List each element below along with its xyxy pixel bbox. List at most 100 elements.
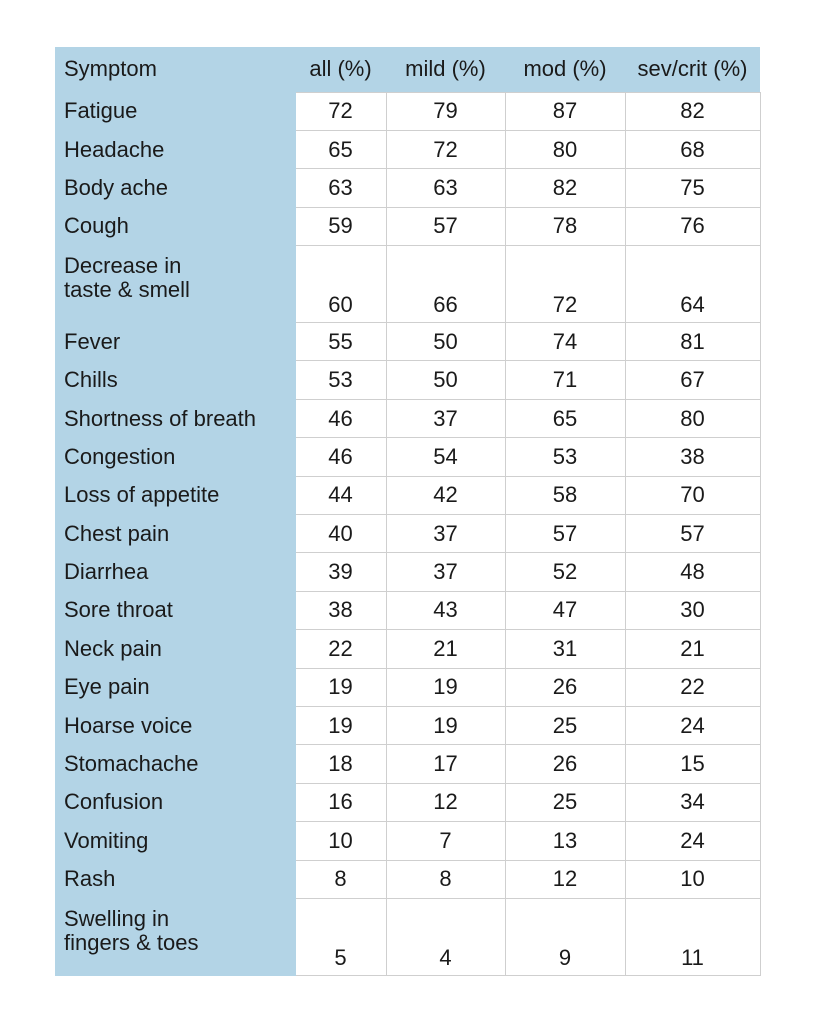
symptom-label: Confusion	[55, 783, 296, 823]
table-cell: 48	[625, 552, 761, 592]
table-cell: 18	[295, 744, 387, 784]
table-cell: 72	[295, 91, 387, 131]
table-cell: 22	[295, 629, 387, 669]
table-row: Stomachache 18 17 26 15	[55, 744, 761, 784]
table-cell: 42	[386, 476, 506, 516]
table-cell: 74	[505, 322, 626, 362]
symptom-label: Shortness of breath	[55, 399, 296, 439]
symptom-label: Eye pain	[55, 668, 296, 707]
table-row: Chest pain 40 37 57 57	[55, 514, 761, 554]
table-cell: 16	[295, 783, 387, 823]
table-cell: 53	[295, 360, 387, 400]
column-header: Symptom	[55, 47, 295, 92]
table-cell: 12	[386, 783, 506, 823]
table-row: Shortness of breath 46 37 65 80	[55, 399, 761, 439]
table-row: Swelling in fingers & toes 5 4 9 11	[55, 898, 761, 976]
table-cell: 79	[386, 91, 506, 131]
symptom-label: Neck pain	[55, 629, 296, 669]
symptom-label: Rash	[55, 860, 296, 899]
table-row: Sore throat 38 43 47 30	[55, 591, 761, 631]
table-cell: 80	[505, 130, 626, 170]
table-row: Rash 8 8 12 10	[55, 860, 761, 899]
table-cell: 17	[386, 744, 506, 784]
symptom-label: Swelling in fingers & toes	[55, 898, 296, 976]
table-cell: 30	[625, 591, 761, 631]
table-cell: 38	[295, 591, 387, 631]
table-cell: 59	[295, 207, 387, 247]
table-cell: 15	[625, 744, 761, 784]
table-row: Congestion 46 54 53 38	[55, 437, 761, 477]
table-cell: 72	[505, 245, 626, 324]
symptom-label: Chest pain	[55, 514, 296, 554]
table-cell: 10	[295, 821, 387, 861]
table-cell: 11	[625, 898, 761, 976]
symptom-label: Stomachache	[55, 744, 296, 784]
symptom-label: Headache	[55, 130, 296, 170]
table-cell: 34	[625, 783, 761, 823]
symptom-label: Sore throat	[55, 591, 296, 631]
column-header: sev/crit (%)	[625, 47, 760, 92]
table-cell: 37	[386, 514, 506, 554]
table-cell: 12	[505, 860, 626, 899]
table-row: Loss of appetite 44 42 58 70	[55, 476, 761, 516]
table-cell: 37	[386, 399, 506, 439]
table-cell: 44	[295, 476, 387, 516]
table-cell: 50	[386, 322, 506, 362]
table-cell: 8	[295, 860, 387, 899]
table-body: Fatigue 72 79 87 82 Headache 65 72 80 68 Body ache…	[55, 91, 761, 976]
column-header: mod (%)	[505, 47, 625, 92]
header-row: Symptom all (%) mild (%) mod (%) sev/cri…	[55, 47, 760, 92]
table-cell: 19	[295, 706, 387, 746]
table-row: Headache 65 72 80 68	[55, 130, 761, 170]
table-cell: 58	[505, 476, 626, 516]
table-cell: 67	[625, 360, 761, 400]
table-cell: 81	[625, 322, 761, 362]
table-cell: 66	[386, 245, 506, 324]
symptom-label: Body ache	[55, 168, 296, 208]
table-row: Vomiting 10 7 13 24	[55, 821, 761, 861]
table-cell: 70	[625, 476, 761, 516]
table-cell: 71	[505, 360, 626, 400]
table-cell: 5	[295, 898, 387, 976]
table-cell: 26	[505, 744, 626, 784]
table-row: Chills 53 50 71 67	[55, 360, 761, 400]
table-cell: 22	[625, 668, 761, 707]
symptom-label: Diarrhea	[55, 552, 296, 592]
table-cell: 19	[295, 668, 387, 707]
table-cell: 87	[505, 91, 626, 131]
table-row: Eye pain 19 19 26 22	[55, 668, 761, 707]
table-cell: 63	[386, 168, 506, 208]
table-row: Decrease in taste & smell 60 66 72 64	[55, 245, 761, 324]
table-cell: 76	[625, 207, 761, 247]
table-cell: 37	[386, 552, 506, 592]
table-cell: 57	[625, 514, 761, 554]
table-cell: 50	[386, 360, 506, 400]
table-cell: 13	[505, 821, 626, 861]
table-cell: 46	[295, 437, 387, 477]
table-cell: 19	[386, 668, 506, 707]
table-cell: 10	[625, 860, 761, 899]
table-row: Fatigue 72 79 87 82	[55, 91, 761, 131]
symptom-label: Loss of appetite	[55, 476, 296, 516]
table-cell: 43	[386, 591, 506, 631]
table-cell: 24	[625, 821, 761, 861]
table-cell: 26	[505, 668, 626, 707]
table-cell: 8	[386, 860, 506, 899]
table-cell: 9	[505, 898, 626, 976]
table-row: Cough 59 57 78 76	[55, 207, 761, 247]
table-cell: 65	[295, 130, 387, 170]
table-row: Confusion 16 12 25 34	[55, 783, 761, 823]
table-cell: 65	[505, 399, 626, 439]
table-cell: 52	[505, 552, 626, 592]
column-header: mild (%)	[386, 47, 505, 92]
table-cell: 21	[386, 629, 506, 669]
symptom-label: Fatigue	[55, 91, 296, 131]
table-cell: 72	[386, 130, 506, 170]
table-cell: 82	[505, 168, 626, 208]
symptom-label: Fever	[55, 322, 296, 362]
table-cell: 4	[386, 898, 506, 976]
table-cell: 21	[625, 629, 761, 669]
table-cell: 64	[625, 245, 761, 324]
symptom-label: Congestion	[55, 437, 296, 477]
table-cell: 78	[505, 207, 626, 247]
